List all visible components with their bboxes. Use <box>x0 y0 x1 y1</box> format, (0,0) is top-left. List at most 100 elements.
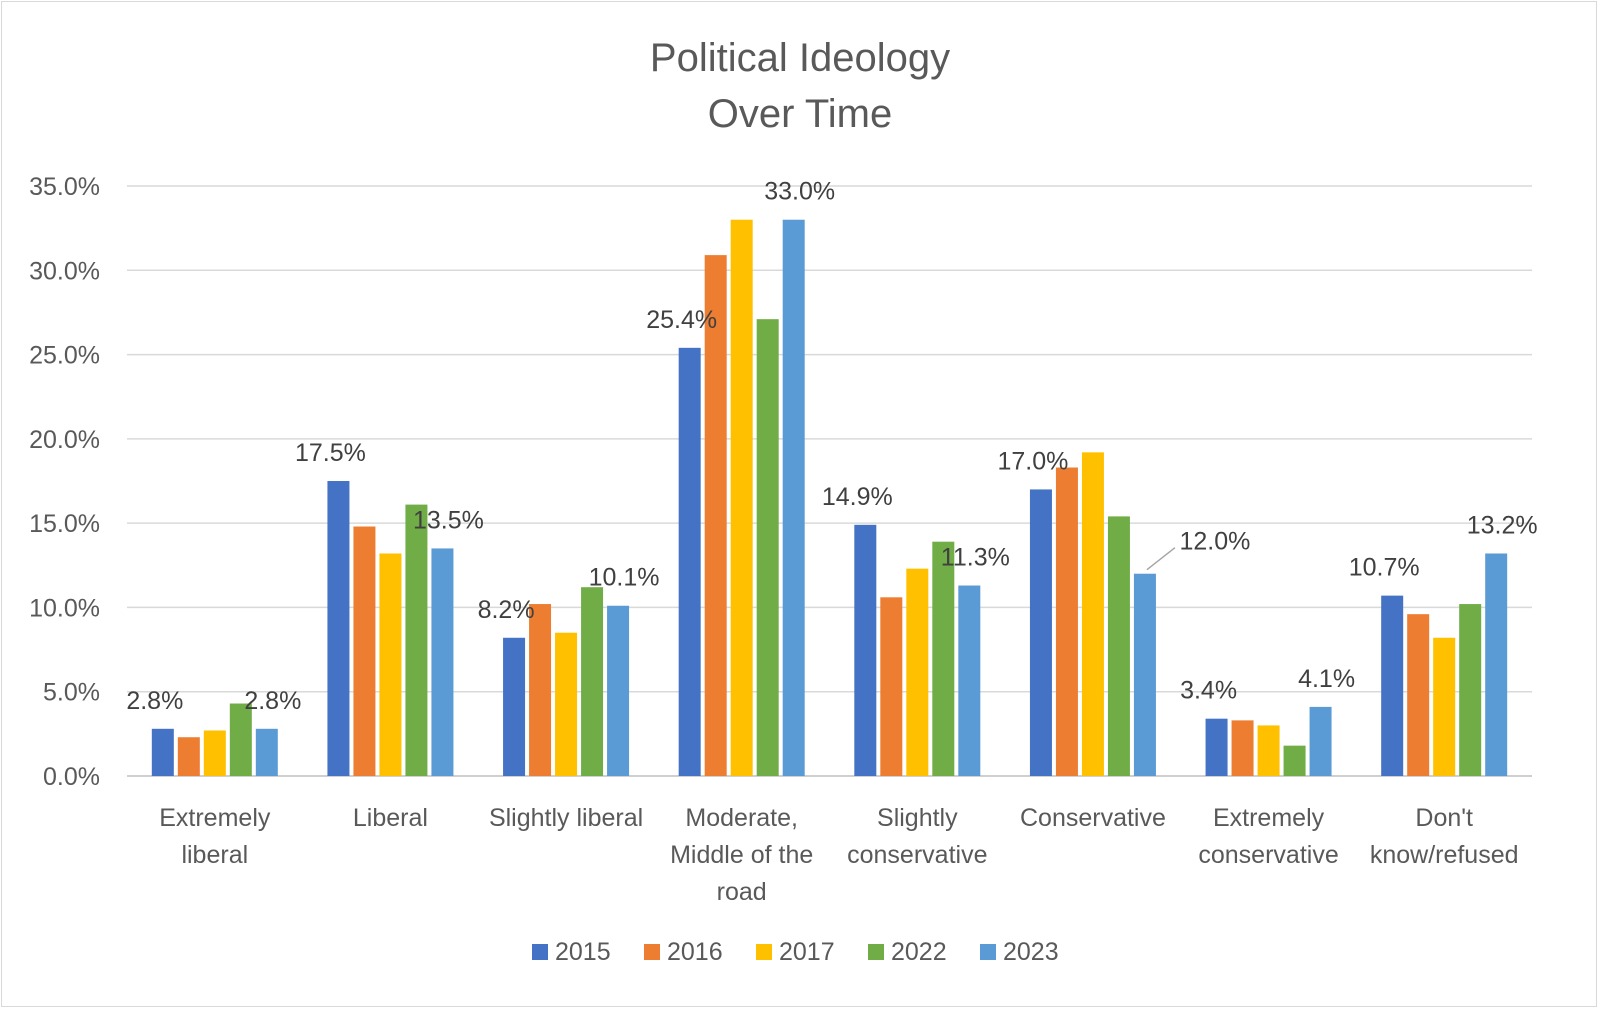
chart-title-line-2: Over Time <box>707 92 893 136</box>
bar-2022 <box>1459 604 1482 776</box>
x-category-label: Liberal <box>353 804 428 832</box>
data-label: 13.2% <box>1467 511 1538 539</box>
bar-2022 <box>1283 745 1306 776</box>
legend-label: 2017 <box>779 938 835 966</box>
x-category-label-line: Slightly <box>877 804 958 832</box>
data-label: 2.8% <box>244 687 301 715</box>
x-category-label: Don't know/refused <box>1370 804 1519 869</box>
data-label: 12.0% <box>1179 528 1250 556</box>
x-category-label-line: Extremely <box>1213 804 1325 832</box>
x-category-label-line: Moderate, <box>685 804 798 832</box>
x-category-label: Extremely liberal <box>159 804 271 869</box>
data-label: 4.1% <box>1298 665 1355 693</box>
data-label: 2.8% <box>126 687 183 715</box>
legend-swatch-2016 <box>644 944 660 960</box>
data-label: 25.4% <box>646 306 717 334</box>
x-category-label: Moderate, Middle of the road <box>670 804 813 906</box>
bar-2015 <box>503 637 526 776</box>
bar-2017 <box>730 219 753 776</box>
data-label: 17.5% <box>295 439 366 467</box>
data-label: 14.9% <box>822 483 893 511</box>
chart-title-line-1: Political Ideology <box>649 36 951 80</box>
bar-2016 <box>529 604 552 776</box>
legend-swatch-2017 <box>756 944 772 960</box>
x-category-label-line: Slightly liberal <box>489 804 643 832</box>
bar-2017 <box>555 632 578 776</box>
x-category-label-line: Middle of the <box>670 841 813 869</box>
chart-title: Political Ideology Over Time <box>0 30 1600 142</box>
bar-2023 <box>1309 706 1332 776</box>
legend-label: 2023 <box>1003 938 1059 966</box>
data-label: 8.2% <box>478 596 535 624</box>
bar-2016 <box>704 255 727 777</box>
legend-label: 2016 <box>667 938 723 966</box>
y-axis: 0.0% 5.0% 10.0% 15.0% 20.0% 25.0% 30.0% 35.0% <box>29 173 100 791</box>
bar-2015 <box>678 347 701 776</box>
x-category-label: Conservative <box>1020 804 1166 832</box>
bar-2023 <box>255 728 278 776</box>
bar-2017 <box>1433 637 1456 776</box>
y-tick-label: 15.0% <box>29 510 100 538</box>
y-tick-label: 30.0% <box>29 257 100 285</box>
x-category-label-line: conservative <box>847 841 987 869</box>
bar-2023 <box>1485 553 1508 776</box>
legend-swatch-2022 <box>868 944 884 960</box>
bar-2017 <box>1257 725 1280 776</box>
y-tick-label: 25.0% <box>29 342 100 370</box>
bar-2016 <box>353 526 376 776</box>
x-category-label-line: Extremely <box>159 804 271 832</box>
legend-label: 2022 <box>891 938 947 966</box>
y-tick-label: 10.0% <box>29 594 100 622</box>
bar-2015 <box>1381 595 1404 776</box>
legend-swatch-2023 <box>980 944 996 960</box>
bar-2022 <box>756 319 779 776</box>
x-category-label-line: know/refused <box>1370 841 1519 869</box>
x-category-label-line: liberal <box>181 841 248 869</box>
legend-label: 2015 <box>555 938 611 966</box>
x-category-label: Slightly liberal <box>489 804 643 832</box>
bar-2022 <box>229 703 252 776</box>
bar-2017 <box>379 553 402 776</box>
x-category-label-line: Liberal <box>353 804 428 832</box>
data-label: 10.7% <box>1349 554 1420 582</box>
data-label: 13.5% <box>413 506 484 534</box>
bar-2022 <box>1107 516 1130 776</box>
bar-2017 <box>203 730 226 776</box>
bar-2017 <box>1081 452 1104 776</box>
bar-2022 <box>405 504 428 776</box>
bar-2015 <box>1205 718 1228 776</box>
legend: 2015 2016 2017 2022 2023 <box>532 938 1059 966</box>
bar-2015 <box>1029 489 1052 776</box>
bar-2016 <box>1407 614 1430 776</box>
x-category-label-line: road <box>717 878 767 906</box>
bar-2023 <box>607 605 630 776</box>
x-category-label: Extremely conservative <box>1198 804 1338 869</box>
bar-2016 <box>880 597 903 776</box>
bar-2016 <box>1055 467 1078 776</box>
bar-2016 <box>1231 720 1254 776</box>
y-tick-label: 35.0% <box>29 173 100 201</box>
data-labels: 2.8% 2.8% 17.5% 13.5% 8.2% 10.1% 25.4% 33.0% 14.… <box>126 178 1537 715</box>
y-tick-label: 5.0% <box>43 679 100 707</box>
y-tick-label: 20.0% <box>29 426 100 454</box>
bar-2017 <box>906 568 929 776</box>
bars <box>151 219 1508 777</box>
data-label: 3.4% <box>1180 677 1237 705</box>
legend-swatch-2015 <box>532 944 548 960</box>
data-label: 11.3% <box>941 544 1010 572</box>
bar-2023 <box>782 219 805 776</box>
x-category-label-line: Conservative <box>1020 804 1166 832</box>
x-category-label-line: Don't <box>1415 804 1473 832</box>
bar-2015 <box>151 728 174 776</box>
bar-2023 <box>431 548 454 776</box>
bar-2015 <box>854 524 877 776</box>
x-category-label-line: conservative <box>1198 841 1338 869</box>
x-axis: Extremely liberal Liberal Slightly liberal M… <box>159 804 1518 906</box>
bar-2022 <box>932 541 955 776</box>
data-label: 33.0% <box>764 178 835 206</box>
data-label: 17.0% <box>997 447 1068 475</box>
x-category-label: Slightly conservative <box>847 804 987 869</box>
bar-2023 <box>958 585 981 776</box>
bar-2023 <box>1133 573 1156 776</box>
